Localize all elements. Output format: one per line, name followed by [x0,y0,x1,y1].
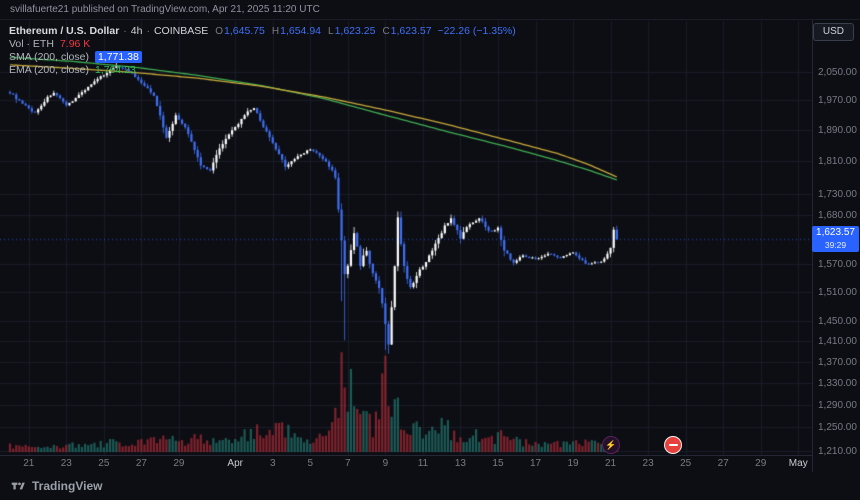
time-axis-label: 3 [269,458,276,469]
ema-label: EMA (200, close) [9,64,89,76]
footer-bar: TradingView [0,472,860,500]
sma-label: SMA (200, close) [9,51,89,63]
time-axis-label: 9 [382,458,389,469]
price-axis-label: 1,510.00 [818,286,857,298]
price-axis[interactable]: 2,050.00 1,970.00 1,890.00 1,810.00 1,730.00… [812,20,860,472]
chart-legend: Ethereum / U.S. Dollar · 4h · COINBASE O1,645… [9,25,516,77]
time-axis-label: May [788,458,808,469]
attribution-bar: svillafuerte21 published on TradingView.… [0,0,860,20]
time-axis-label: 23 [642,458,654,469]
attribution-text: svillafuerte21 published on TradingView.… [10,4,320,15]
time-axis-label: 27 [717,458,729,469]
time-axis-label: 21 [605,458,617,469]
lightning-icon: ⚡ [605,439,617,450]
time-axis-label: 27 [135,458,147,469]
low-key: L [328,26,334,37]
price-axis-label: 2,050.00 [818,66,857,78]
time-axis-label: 19 [567,458,579,469]
time-axis-label: 17 [529,458,542,469]
time-axis-label: 5 [307,458,314,469]
legend-symbol-row[interactable]: Ethereum / U.S. Dollar · 4h · COINBASE O1,645… [9,25,516,38]
last-price-value: 1,623.57 [816,227,855,238]
time-axis-label: 15 [492,458,504,469]
time-axis-label: 25 [98,458,110,469]
close-value: 1,623.57 [390,25,432,37]
time-axis-label: 7 [345,458,351,469]
price-axis-label: 1,250.00 [818,422,857,434]
high-value: 1,654.94 [280,25,321,37]
volume-label: Vol · ETH [9,38,54,50]
bar-countdown: 39:29 [824,240,847,250]
time-axis-label: 13 [454,458,466,469]
price-axis-label: 1,730.00 [818,188,857,200]
sma-value: 1,771.38 [94,51,142,63]
price-axis-label: 1,290.00 [818,399,857,411]
price-axis-label: 1,890.00 [818,125,857,137]
open-value: 1,645.75 [224,25,265,37]
no-entry-icon [668,443,678,447]
legend-volume-row[interactable]: Vol · ETH 7.96 K [9,38,516,51]
price-axis-label: 1,330.00 [818,377,857,389]
tradingview-logo[interactable]: TradingView [10,478,102,494]
legend-ema-row[interactable]: EMA (200, close) 1,764.23 [9,64,516,77]
open-key: O [215,26,224,37]
separator-dot: · [146,25,150,37]
time-axis-label: 23 [60,458,72,469]
price-axis-label: 1,570.00 [818,258,857,270]
volume-value: 7.96 K [59,38,91,50]
high-key: H [271,26,280,37]
last-price-tag: 1,623.57 39:29 [812,226,859,252]
legend-sma-row[interactable]: SMA (200, close) 1,771.38 [9,51,516,64]
time-axis-border [0,455,812,456]
tradingview-logo-icon [11,482,25,490]
currency-toggle-button[interactable]: USD [812,23,854,41]
tradingview-wordmark: TradingView [32,479,103,493]
emoji-marker-no-entry[interactable] [664,436,682,454]
price-axis-label: 1,680.00 [818,209,857,221]
ema-value: 1,764.23 [94,64,136,76]
time-axis-label: 21 [23,458,35,469]
price-axis-label: 1,210.00 [818,445,857,457]
time-axis-label: 25 [680,458,692,469]
separator-dot: · [123,25,127,37]
price-axis-label: 1,970.00 [818,95,857,107]
low-value: 1,623.25 [334,25,376,37]
emoji-marker-lightning[interactable]: ⚡ [602,436,620,454]
price-axis-label: 1,810.00 [818,156,857,168]
interval-label[interactable]: 4h [130,25,143,37]
symbol-title[interactable]: Ethereum / U.S. Dollar [9,25,120,37]
time-axis-label: 29 [755,458,767,469]
exchange-label[interactable]: COINBASE [153,25,209,37]
time-axis-label: 11 [417,458,429,469]
time-axis[interactable]: 21 23 25 27 29 Apr 3 5 7 9 11 13 15 17 19 21 23 25 27 29 May [0,455,812,472]
close-key: C [382,26,390,37]
price-axis-label: 1,410.00 [818,335,857,347]
time-axis-label: 29 [173,458,185,469]
change-value: −22.26 (−1.35%) [437,25,516,37]
price-axis-label: 1,370.00 [818,356,857,368]
time-axis-label: Apr [227,458,243,469]
price-axis-label: 1,450.00 [818,315,857,327]
